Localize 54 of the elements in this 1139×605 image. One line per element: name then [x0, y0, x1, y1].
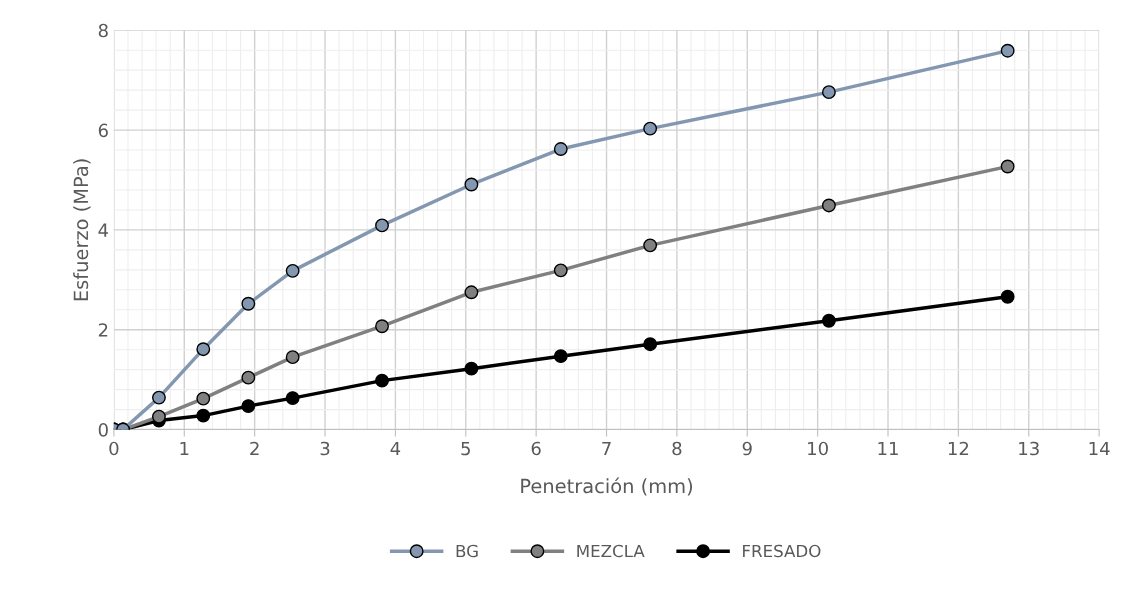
point: [285, 350, 300, 365]
point: [464, 177, 479, 192]
point: [821, 313, 836, 328]
legend-label: MEZCLA: [577, 544, 645, 558]
point: [151, 409, 166, 424]
x-tick-label: 0: [109, 441, 119, 456]
y-tick-label: 8: [98, 23, 108, 38]
x-tick-label: 4: [390, 441, 401, 456]
y-tick-label: 0: [98, 423, 108, 437]
point: [241, 370, 256, 385]
point: [553, 142, 568, 156]
point: [241, 399, 256, 414]
legend-label: BG: [456, 544, 478, 558]
point: [643, 238, 658, 253]
point: [821, 198, 836, 213]
point: [375, 373, 389, 388]
point: [241, 296, 256, 311]
x-tick-label: 10: [808, 441, 828, 456]
y-tick-label: 4: [98, 223, 109, 237]
x-tick-label: 12: [948, 441, 969, 456]
legend-label: FRESADO: [743, 544, 821, 558]
point: [553, 349, 568, 364]
x-tick-label: 13: [1019, 441, 1039, 456]
x-tick-label: 7: [602, 441, 611, 456]
x-tick-label: 1: [180, 441, 189, 456]
point: [196, 408, 211, 423]
point: [196, 391, 211, 406]
point: [285, 391, 300, 406]
x-tick-label: 9: [742, 441, 752, 456]
point: [1000, 159, 1015, 174]
point: [285, 263, 300, 278]
y-tick-label: 2: [98, 323, 108, 337]
x-tick-label: 11: [878, 441, 898, 456]
point: [643, 337, 658, 352]
point: [375, 319, 389, 334]
y-axis-title: Esfuerzo (MPa): [73, 159, 91, 301]
point: [375, 218, 389, 233]
y-tick-label: 6: [98, 123, 108, 138]
x-tick-label: 8: [672, 441, 682, 456]
x-tick-label: 2: [250, 441, 259, 456]
point: [643, 121, 658, 136]
point: [196, 342, 211, 357]
x-tick-label: 5: [461, 441, 470, 456]
point: [464, 361, 479, 376]
point: [553, 263, 568, 278]
x-tick-label: 14: [1089, 441, 1110, 456]
point: [464, 285, 479, 300]
point: [1000, 289, 1015, 304]
x-axis-title: Penetración (mm): [521, 477, 693, 496]
x-tick-label: 3: [320, 441, 330, 456]
point: [1000, 43, 1015, 58]
point: [821, 85, 836, 100]
point: [151, 390, 166, 405]
x-tick-label: 6: [531, 441, 541, 456]
